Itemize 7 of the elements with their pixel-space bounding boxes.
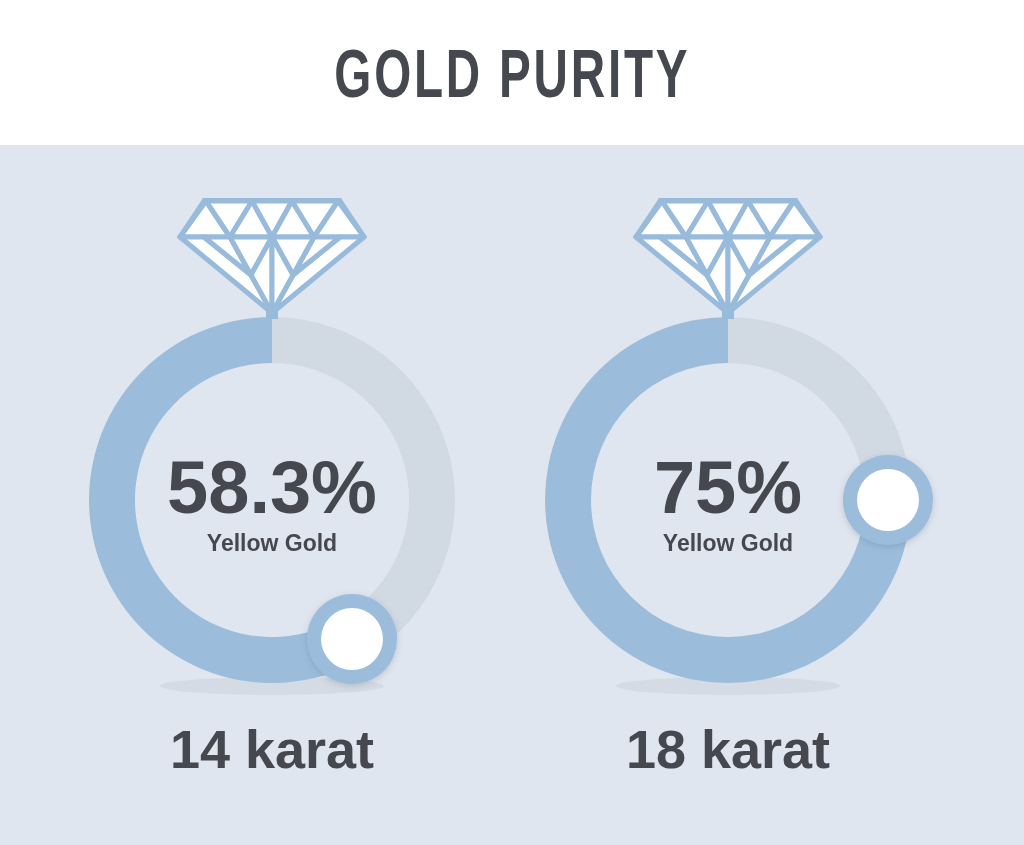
slice-label: Yellow Gold: [206, 530, 338, 556]
data-label: 75%: [653, 446, 803, 529]
text: 14 karat: [169, 718, 375, 781]
chart-title: GOLD PURITY: [333, 34, 691, 111]
slice-label: Yellow Gold: [662, 530, 794, 556]
data-label: 58.3%: [167, 446, 377, 529]
text: 18 karat: [625, 718, 831, 781]
